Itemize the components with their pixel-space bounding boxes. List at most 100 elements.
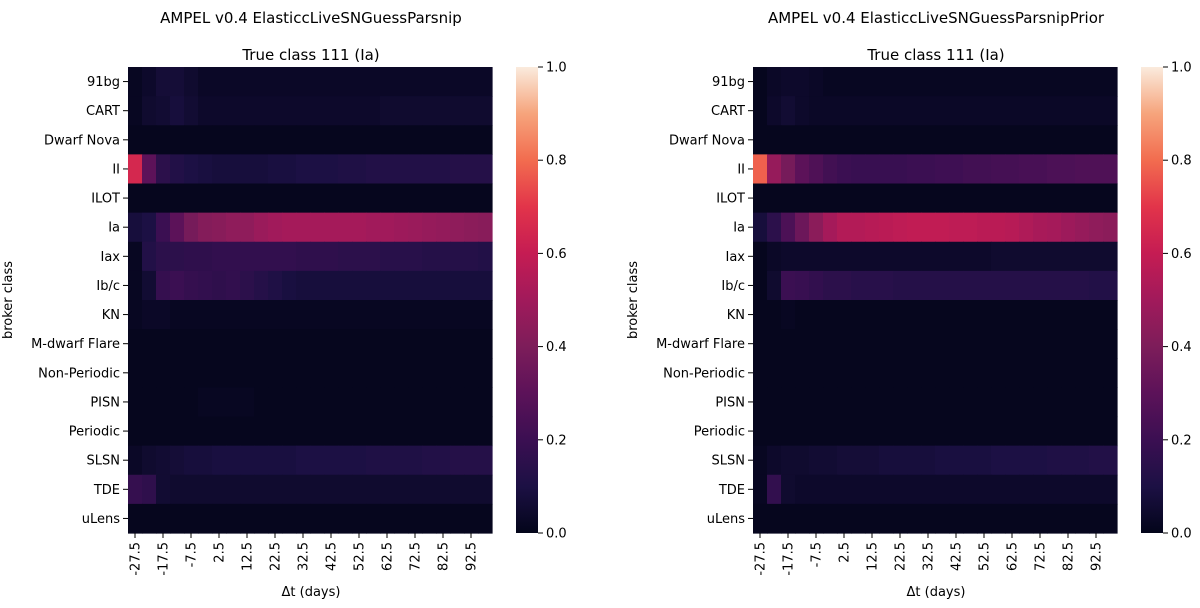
heatmap-cell xyxy=(767,154,782,185)
heatmap-cell xyxy=(464,270,479,301)
heatmap-cell xyxy=(907,300,922,330)
heatmap-cell xyxy=(240,474,255,505)
heatmap-cell xyxy=(338,474,353,505)
heatmap-cell xyxy=(837,503,852,534)
heatmap-cell xyxy=(781,67,796,97)
heatmap-cell xyxy=(865,154,880,185)
heatmap-cell xyxy=(212,96,227,126)
heatmap-cell xyxy=(1019,212,1034,243)
heatmap-cell xyxy=(949,300,964,330)
y-tick-label: Dwarf Nova xyxy=(669,133,745,148)
heatmap-cell xyxy=(1103,96,1118,126)
heatmap-cell xyxy=(408,183,423,214)
heatmap-cell xyxy=(977,358,992,388)
heatmap-cell xyxy=(366,125,381,155)
heatmap-cell xyxy=(464,358,479,388)
heatmap-cell xyxy=(436,270,451,301)
heatmap-cell xyxy=(851,212,866,243)
heatmap-cell xyxy=(879,212,894,243)
heatmap-cell xyxy=(809,270,824,301)
heatmap-cell xyxy=(1019,503,1034,534)
heatmap-cell xyxy=(949,96,964,126)
heatmap-cell xyxy=(781,416,796,447)
heatmap-cell xyxy=(380,183,395,214)
heatmap-cell xyxy=(422,358,437,388)
heatmap-cell xyxy=(156,96,171,126)
heatmap-cell xyxy=(296,67,311,97)
heatmap-cell xyxy=(310,445,325,476)
colorbar-tick-label: 0.4 xyxy=(1171,340,1192,355)
heatmap-cell xyxy=(921,329,936,359)
heatmap-cell xyxy=(254,387,269,418)
heatmap-cell xyxy=(767,270,782,301)
heatmap-cell xyxy=(450,212,465,243)
heatmap-cell xyxy=(380,241,395,272)
heatmap-cell xyxy=(767,183,782,214)
heatmap-cell xyxy=(436,241,451,272)
heatmap-cell xyxy=(366,154,381,185)
heatmap-cell xyxy=(128,503,143,534)
heatmap-cell xyxy=(170,270,185,301)
heatmap-cell xyxy=(254,358,269,388)
heatmap-cell xyxy=(767,445,782,476)
heatmap-cell xyxy=(240,67,255,97)
heatmap-cell xyxy=(1061,329,1076,359)
heatmap-cell xyxy=(893,445,908,476)
heatmap-cell xyxy=(837,416,852,447)
colorbar-tick-label: 0.6 xyxy=(546,247,567,262)
heatmap-cell xyxy=(422,154,437,185)
heatmap-cell xyxy=(753,503,768,534)
heatmap-cell xyxy=(310,329,325,359)
heatmap-cell xyxy=(296,300,311,330)
heatmap-cell xyxy=(282,445,297,476)
heatmap-cell xyxy=(478,96,493,126)
heatmap-cell xyxy=(781,96,796,126)
heatmap-cell xyxy=(212,387,227,418)
heatmap-cell xyxy=(282,96,297,126)
y-tick-label: CART xyxy=(711,104,745,119)
chart-title-parsnip: AMPEL v0.4 ElasticcLiveSNGuessParsnip xyxy=(160,9,462,27)
heatmap-cell xyxy=(156,416,171,447)
heatmap-cell xyxy=(226,241,241,272)
heatmap-cell xyxy=(254,300,269,330)
heatmap-cell xyxy=(1033,416,1048,447)
heatmap-cell xyxy=(184,154,199,185)
heatmap-cell xyxy=(753,387,768,418)
heatmap-cell xyxy=(226,474,241,505)
heatmap-panel-parsnip-prior: AMPEL v0.4 ElasticcLiveSNGuessParsnipPri… xyxy=(626,9,1192,600)
heatmap-cell xyxy=(450,241,465,272)
heatmap-cell xyxy=(338,300,353,330)
heatmap-cell xyxy=(450,474,465,505)
heatmap-cell xyxy=(991,416,1006,447)
heatmap-cell xyxy=(781,183,796,214)
heatmap-cell xyxy=(907,358,922,388)
heatmap-cell xyxy=(1019,125,1034,155)
heatmap-cell xyxy=(1103,329,1118,359)
heatmap-cell xyxy=(851,67,866,97)
heatmap-cell xyxy=(1019,96,1034,126)
heatmap-cell xyxy=(478,212,493,243)
heatmap-cell xyxy=(1047,474,1062,505)
chart-subtitle-parsnip-prior: True class 111 (Ia) xyxy=(866,46,1004,64)
heatmap-cell xyxy=(1089,67,1104,97)
heatmap-cell xyxy=(991,96,1006,126)
heatmap-cell xyxy=(324,125,339,155)
heatmap-cell xyxy=(851,474,866,505)
colorbar-tick-label: 0.0 xyxy=(546,527,567,542)
heatmap-cell xyxy=(977,154,992,185)
heatmap-cell xyxy=(268,67,283,97)
x-tick-label: 12.5 xyxy=(866,542,881,571)
heatmap-cell xyxy=(170,241,185,272)
heatmap-cell xyxy=(282,358,297,388)
heatmap-cell xyxy=(935,154,950,185)
heatmap-cell xyxy=(1005,387,1020,418)
heatmap-cell xyxy=(823,387,838,418)
heatmap-cell xyxy=(198,416,213,447)
heatmap-cell xyxy=(436,445,451,476)
heatmap-cell xyxy=(226,503,241,534)
heatmap-cell xyxy=(753,474,768,505)
heatmap-cell xyxy=(949,125,964,155)
heatmap-cell xyxy=(170,387,185,418)
heatmap-cell xyxy=(156,241,171,272)
heatmap-cell xyxy=(296,416,311,447)
